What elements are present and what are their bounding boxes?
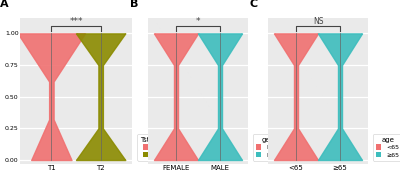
Text: C: C: [250, 0, 258, 9]
Text: A: A: [0, 0, 8, 9]
Text: *: *: [196, 17, 200, 26]
Text: ***: ***: [69, 17, 83, 26]
Text: NS: NS: [313, 17, 323, 26]
Y-axis label: label: label: [0, 82, 2, 100]
Legend: T1, T2: T1, T2: [137, 134, 166, 161]
Text: B: B: [130, 0, 138, 9]
Legend: FEMALE, MALE: FEMALE, MALE: [253, 134, 294, 161]
Legend: <65, ≥65: <65, ≥65: [373, 134, 400, 161]
